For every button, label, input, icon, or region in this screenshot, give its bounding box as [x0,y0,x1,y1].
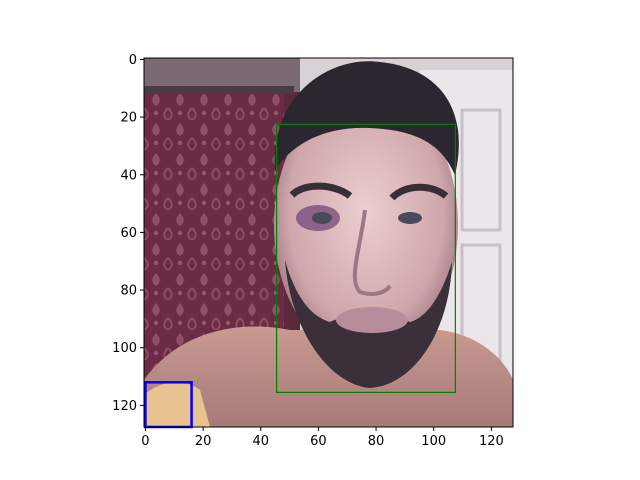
x-tick-label: 0 [141,434,149,449]
x-tick-label: 80 [368,434,385,449]
y-tick-label: 100 [112,341,137,356]
y-axis: 0 20 40 60 80 100 120 [112,53,144,414]
x-tick-label: 60 [310,434,327,449]
y-tick-label: 120 [112,399,137,414]
x-tick-label: 20 [195,434,212,449]
y-tick-label: 20 [120,111,137,126]
x-tick-label: 120 [479,434,504,449]
photo-image [144,58,513,427]
y-tick-label: 40 [120,168,137,183]
y-tick-label: 60 [120,226,137,241]
axes-frame [143,57,514,428]
face-bounding-box [276,123,456,394]
x-tick-label: 100 [421,434,446,449]
x-axis: 0 20 40 60 80 100 120 [141,427,504,449]
y-tick-label: 0 [129,53,137,68]
y-tick-label: 80 [120,284,137,299]
x-tick-label: 40 [252,434,269,449]
